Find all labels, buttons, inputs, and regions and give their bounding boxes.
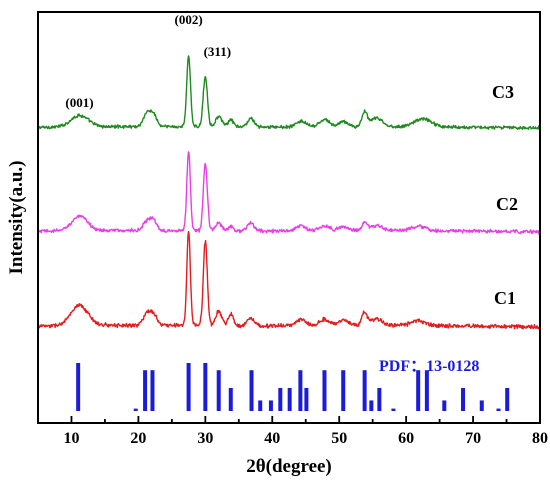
series-line-c2 [37,151,541,235]
x-tick-label: 20 [130,430,146,447]
series-label-c3: C3 [492,82,514,102]
x-axis-title: 2θ(degree) [246,456,332,477]
x-tick-label: 80 [532,430,548,447]
y-axis-title: Intensity(a.u.) [6,160,27,274]
series-line-c1 [37,230,541,330]
plot-frame [37,11,541,424]
reference-label: PDF：13-0128 [379,358,479,375]
x-tick-label: 60 [398,430,414,447]
x-tick-label: 40 [264,430,280,447]
label-layer: C3 C2 C1 (001) (002) (311) PDF：13-0128 [65,12,518,375]
x-tick-label: 50 [331,430,347,447]
series-layer [37,55,541,330]
axes: 10 20 30 40 50 60 70 80 2θ(degree) Intensity(a.u.… [6,11,548,477]
series-label-c2: C2 [496,194,518,214]
reference-bars [76,363,510,411]
x-tick-label: 70 [465,430,481,447]
peak-label-311: (311) [204,44,231,59]
peak-label-001: (001) [65,95,93,110]
series-line-c3 [37,55,541,130]
x-tick-label: 10 [63,430,79,447]
x-tick-label: 30 [197,430,213,447]
peak-label-002: (002) [175,12,203,27]
series-label-c1: C1 [494,288,516,308]
